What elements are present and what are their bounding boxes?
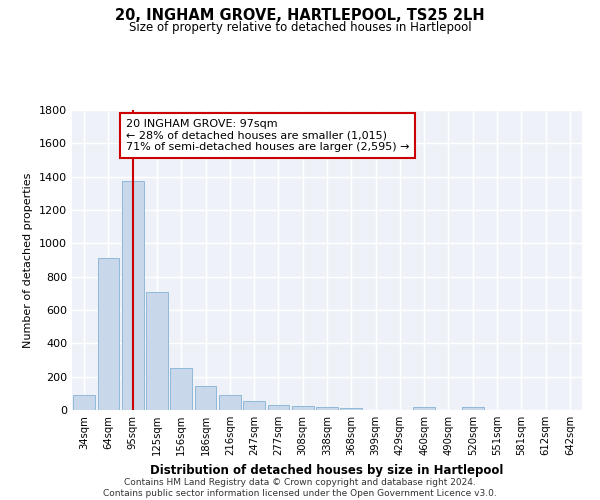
Bar (97, 258, 119, 410)
Bar (340, 408, 362, 410)
X-axis label: Distribution of detached houses by size in Hartlepool: Distribution of detached houses by size … (151, 464, 503, 476)
Bar (219, 396, 241, 410)
Bar (316, 407, 338, 410)
Bar (170, 368, 192, 410)
Text: 20, INGHAM GROVE, HARTLEPOOL, TS25 2LH: 20, INGHAM GROVE, HARTLEPOOL, TS25 2LH (115, 8, 485, 22)
Bar (194, 386, 217, 410)
Text: Contains HM Land Registry data © Crown copyright and database right 2024.
Contai: Contains HM Land Registry data © Crown c… (103, 478, 497, 498)
Bar (292, 406, 314, 410)
Bar (462, 407, 484, 410)
Text: Size of property relative to detached houses in Hartlepool: Size of property relative to detached ho… (128, 21, 472, 34)
Bar (73, 396, 95, 410)
Bar (146, 292, 168, 410)
Bar (243, 401, 265, 410)
Y-axis label: Number of detached properties: Number of detached properties (23, 172, 34, 348)
Text: 20 INGHAM GROVE: 97sqm
← 28% of detached houses are smaller (1,015)
71% of semi-: 20 INGHAM GROVE: 97sqm ← 28% of detached… (125, 119, 409, 152)
Bar (268, 405, 289, 410)
Bar (122, 181, 143, 410)
Bar (413, 407, 435, 410)
